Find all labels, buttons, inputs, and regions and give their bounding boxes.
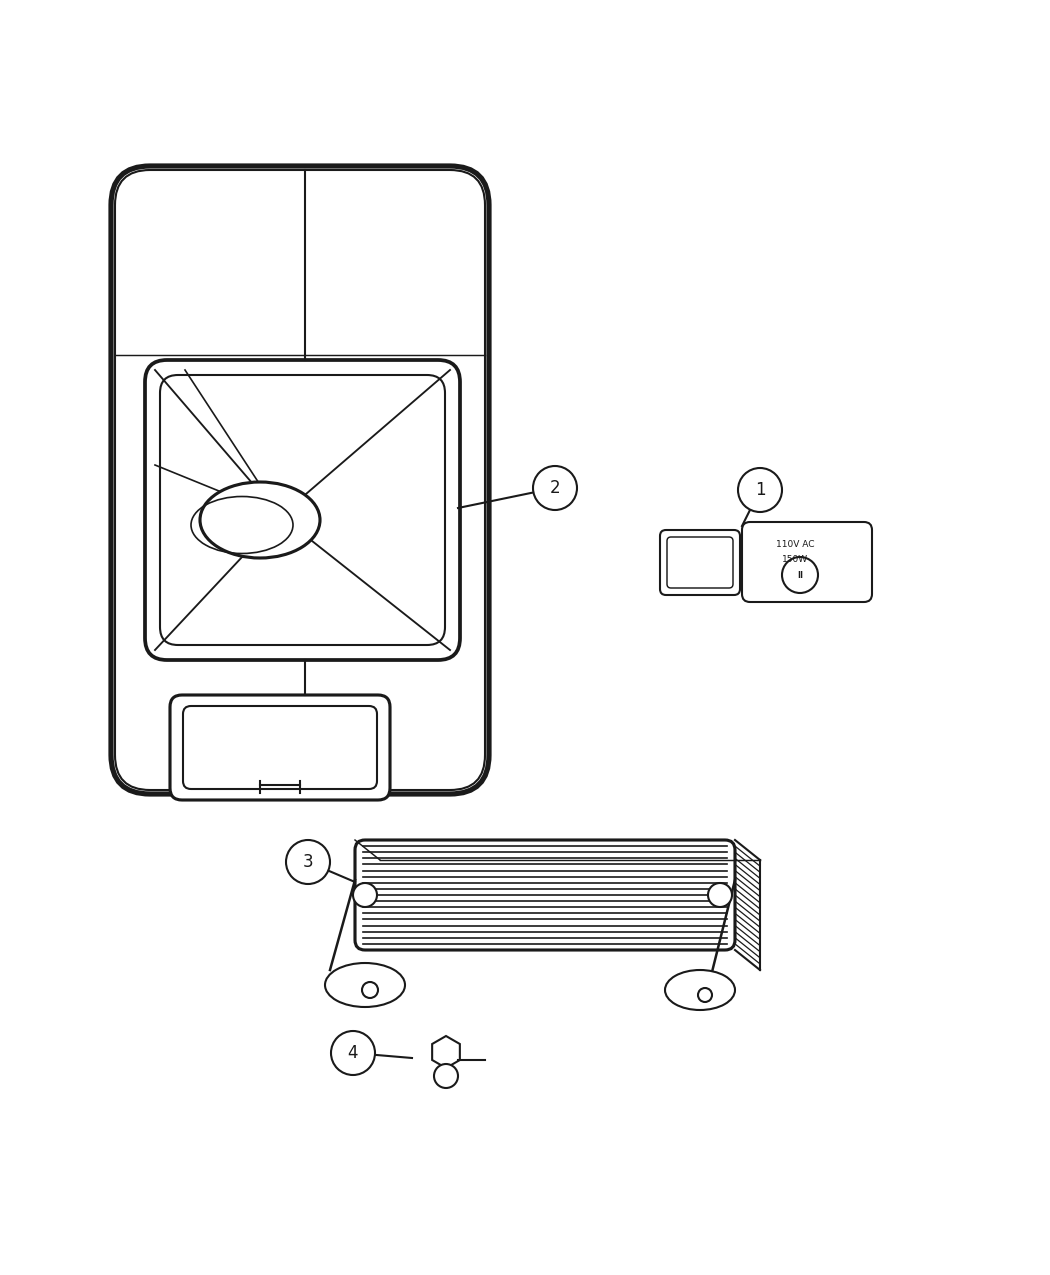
Text: 4: 4: [348, 1044, 358, 1062]
FancyBboxPatch shape: [742, 521, 871, 602]
Ellipse shape: [200, 482, 320, 558]
FancyBboxPatch shape: [183, 706, 377, 789]
Text: II: II: [797, 570, 803, 580]
Text: 1: 1: [755, 481, 765, 499]
Circle shape: [286, 840, 330, 884]
Circle shape: [782, 557, 818, 593]
Circle shape: [738, 468, 782, 513]
Text: 110V AC: 110V AC: [776, 541, 814, 550]
FancyBboxPatch shape: [116, 170, 485, 790]
Circle shape: [362, 982, 378, 998]
Text: 2: 2: [550, 479, 561, 497]
FancyBboxPatch shape: [160, 375, 445, 645]
Circle shape: [434, 1065, 458, 1088]
FancyBboxPatch shape: [355, 840, 735, 950]
FancyBboxPatch shape: [660, 530, 740, 595]
Ellipse shape: [326, 963, 405, 1007]
Text: 3: 3: [302, 853, 313, 871]
Text: 150W: 150W: [782, 555, 808, 564]
FancyBboxPatch shape: [667, 537, 733, 588]
FancyBboxPatch shape: [145, 360, 460, 660]
Circle shape: [698, 988, 712, 1002]
Circle shape: [533, 465, 578, 510]
Circle shape: [708, 884, 732, 907]
Ellipse shape: [665, 970, 735, 1010]
FancyBboxPatch shape: [170, 695, 390, 799]
Circle shape: [331, 1031, 375, 1075]
Circle shape: [353, 884, 377, 907]
FancyBboxPatch shape: [111, 166, 489, 794]
